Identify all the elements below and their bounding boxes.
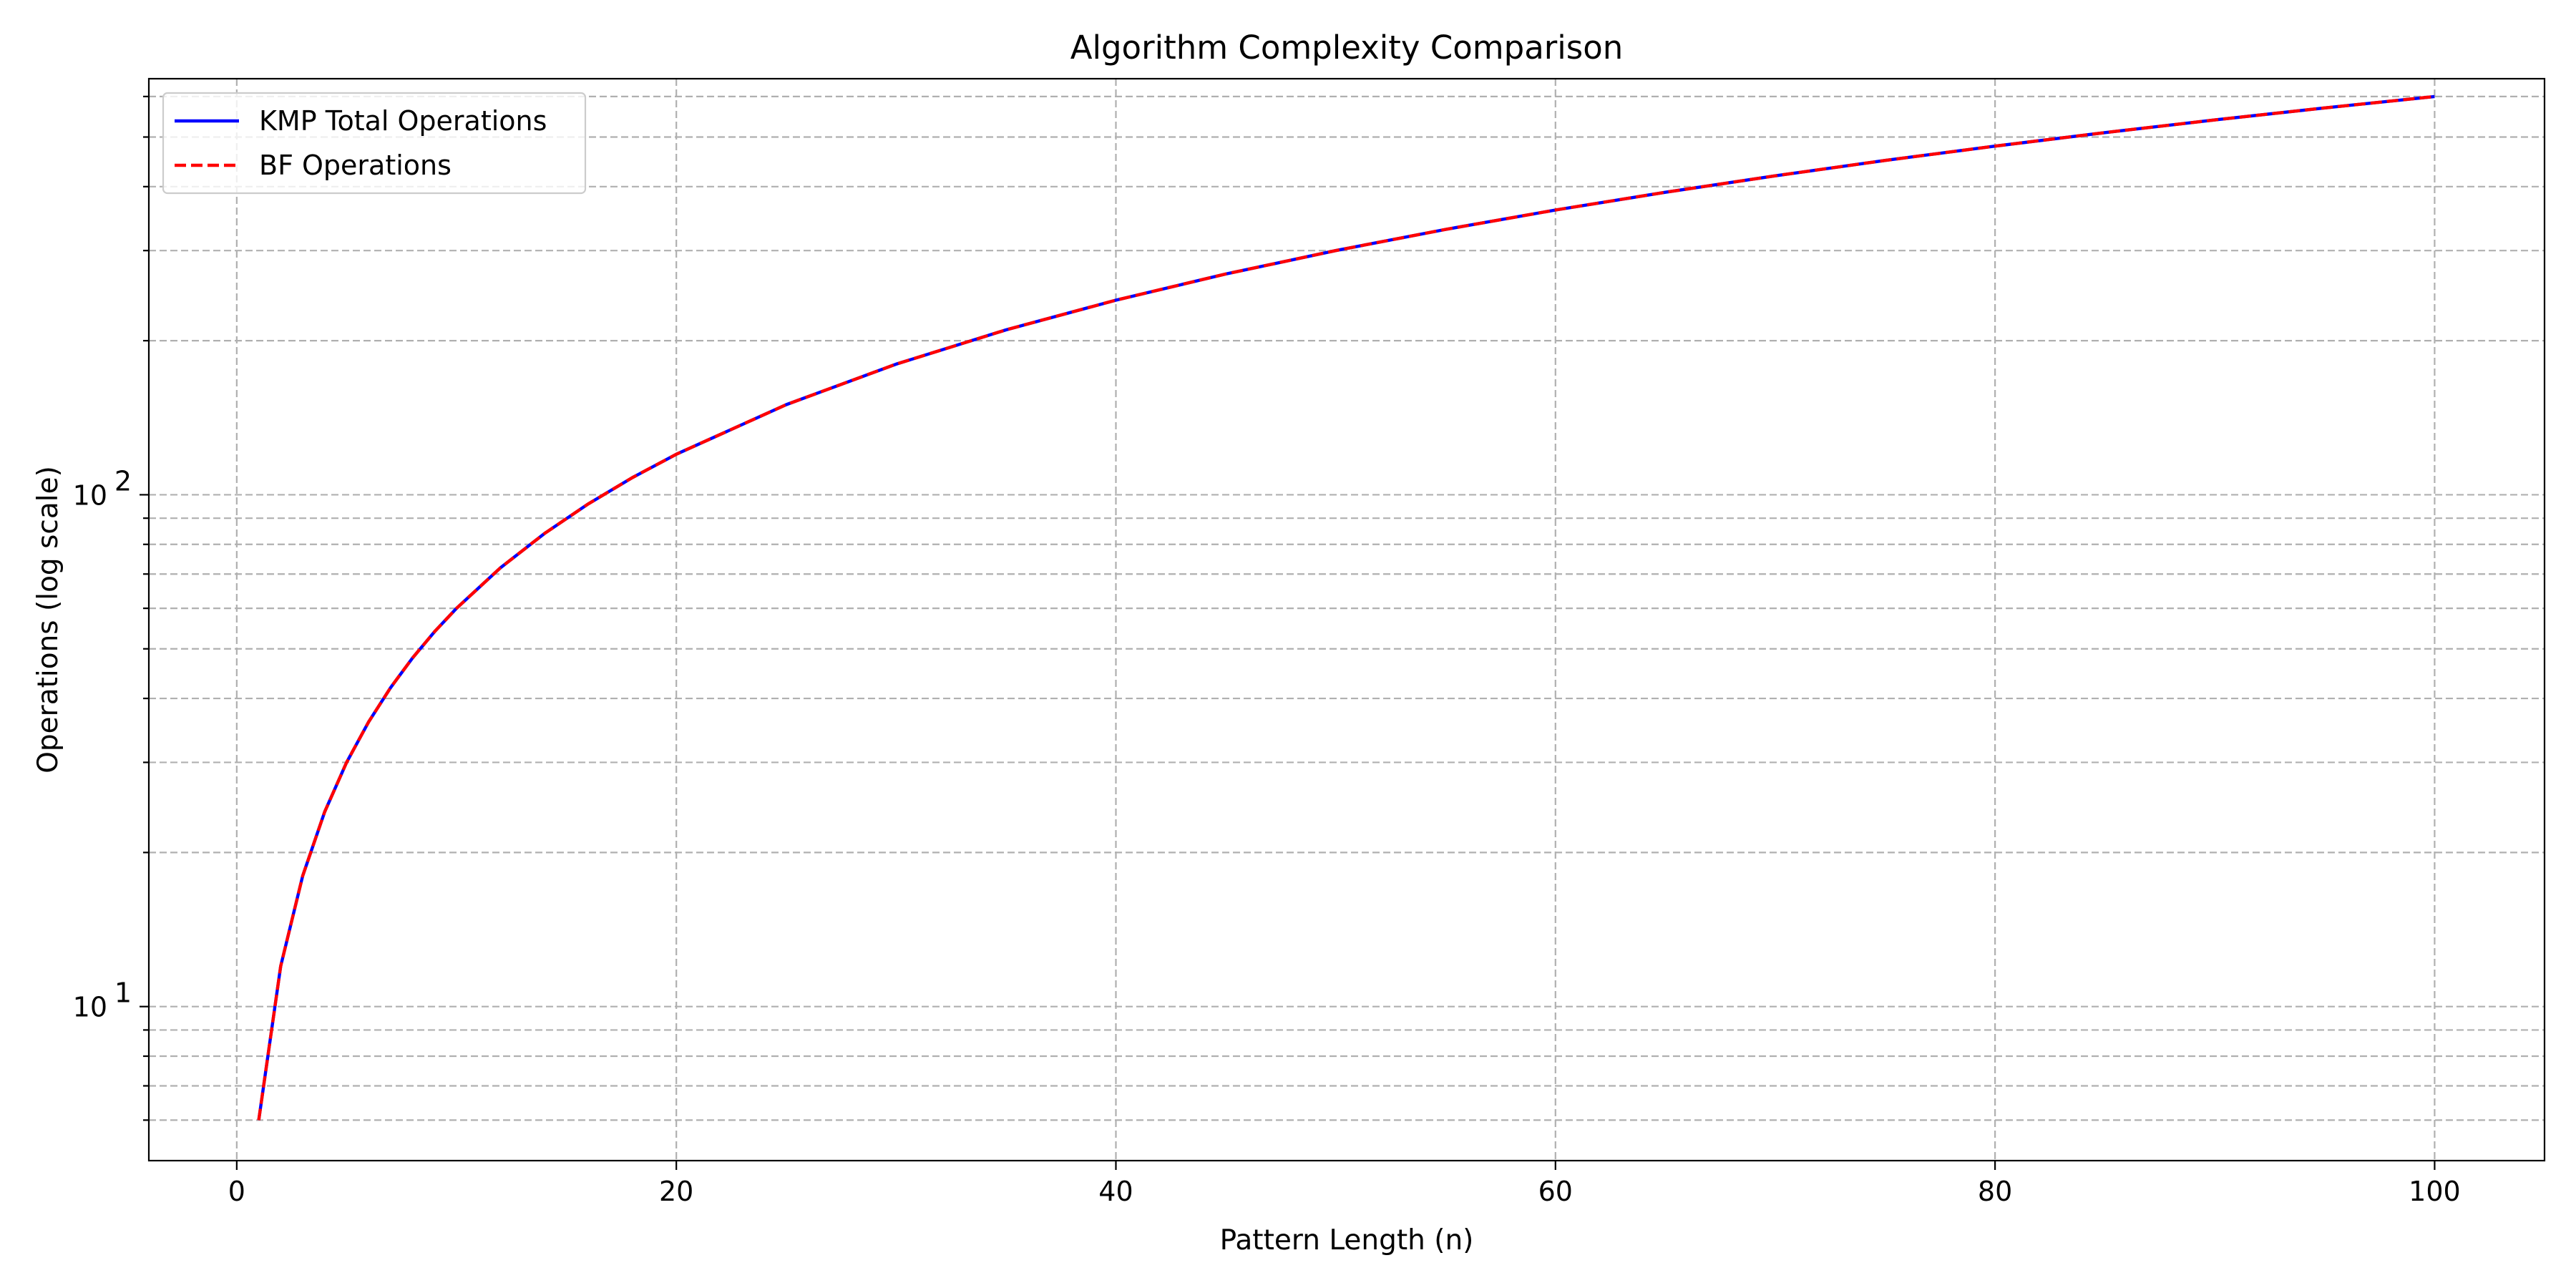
y-tick-label: 10 <box>73 992 107 1023</box>
y-tick-label-exponent: 1 <box>114 977 132 1009</box>
series-layer <box>257 94 2435 1121</box>
x-tick-label: 0 <box>228 1176 245 1207</box>
y-tick-label-exponent: 2 <box>114 465 132 497</box>
grid <box>149 79 2545 1161</box>
plot-area-frame <box>147 77 2546 1162</box>
series-line-bf <box>257 94 2435 1121</box>
x-tick-label: 40 <box>1098 1176 1133 1207</box>
x-axis: 0 20 40 60 80 100 <box>228 1161 2461 1207</box>
y-axis-label: Operations (log scale) <box>32 466 64 774</box>
x-tick-label: 60 <box>1538 1176 1573 1207</box>
x-axis-label: Pattern Length (n) <box>1220 1224 1474 1257</box>
legend-label-kmp: KMP Total Operations <box>259 105 547 137</box>
legend: KMP Total Operations BF Operations <box>162 92 587 195</box>
x-tick-label: 100 <box>2409 1176 2461 1207</box>
x-tick-label: 20 <box>659 1176 693 1207</box>
y-tick-label: 10 <box>73 479 107 511</box>
chart-title: Algorithm Complexity Comparison <box>1070 29 1624 67</box>
legend-box <box>162 92 587 195</box>
legend-label-bf: BF Operations <box>259 150 452 181</box>
x-tick-label: 80 <box>1978 1176 2012 1207</box>
